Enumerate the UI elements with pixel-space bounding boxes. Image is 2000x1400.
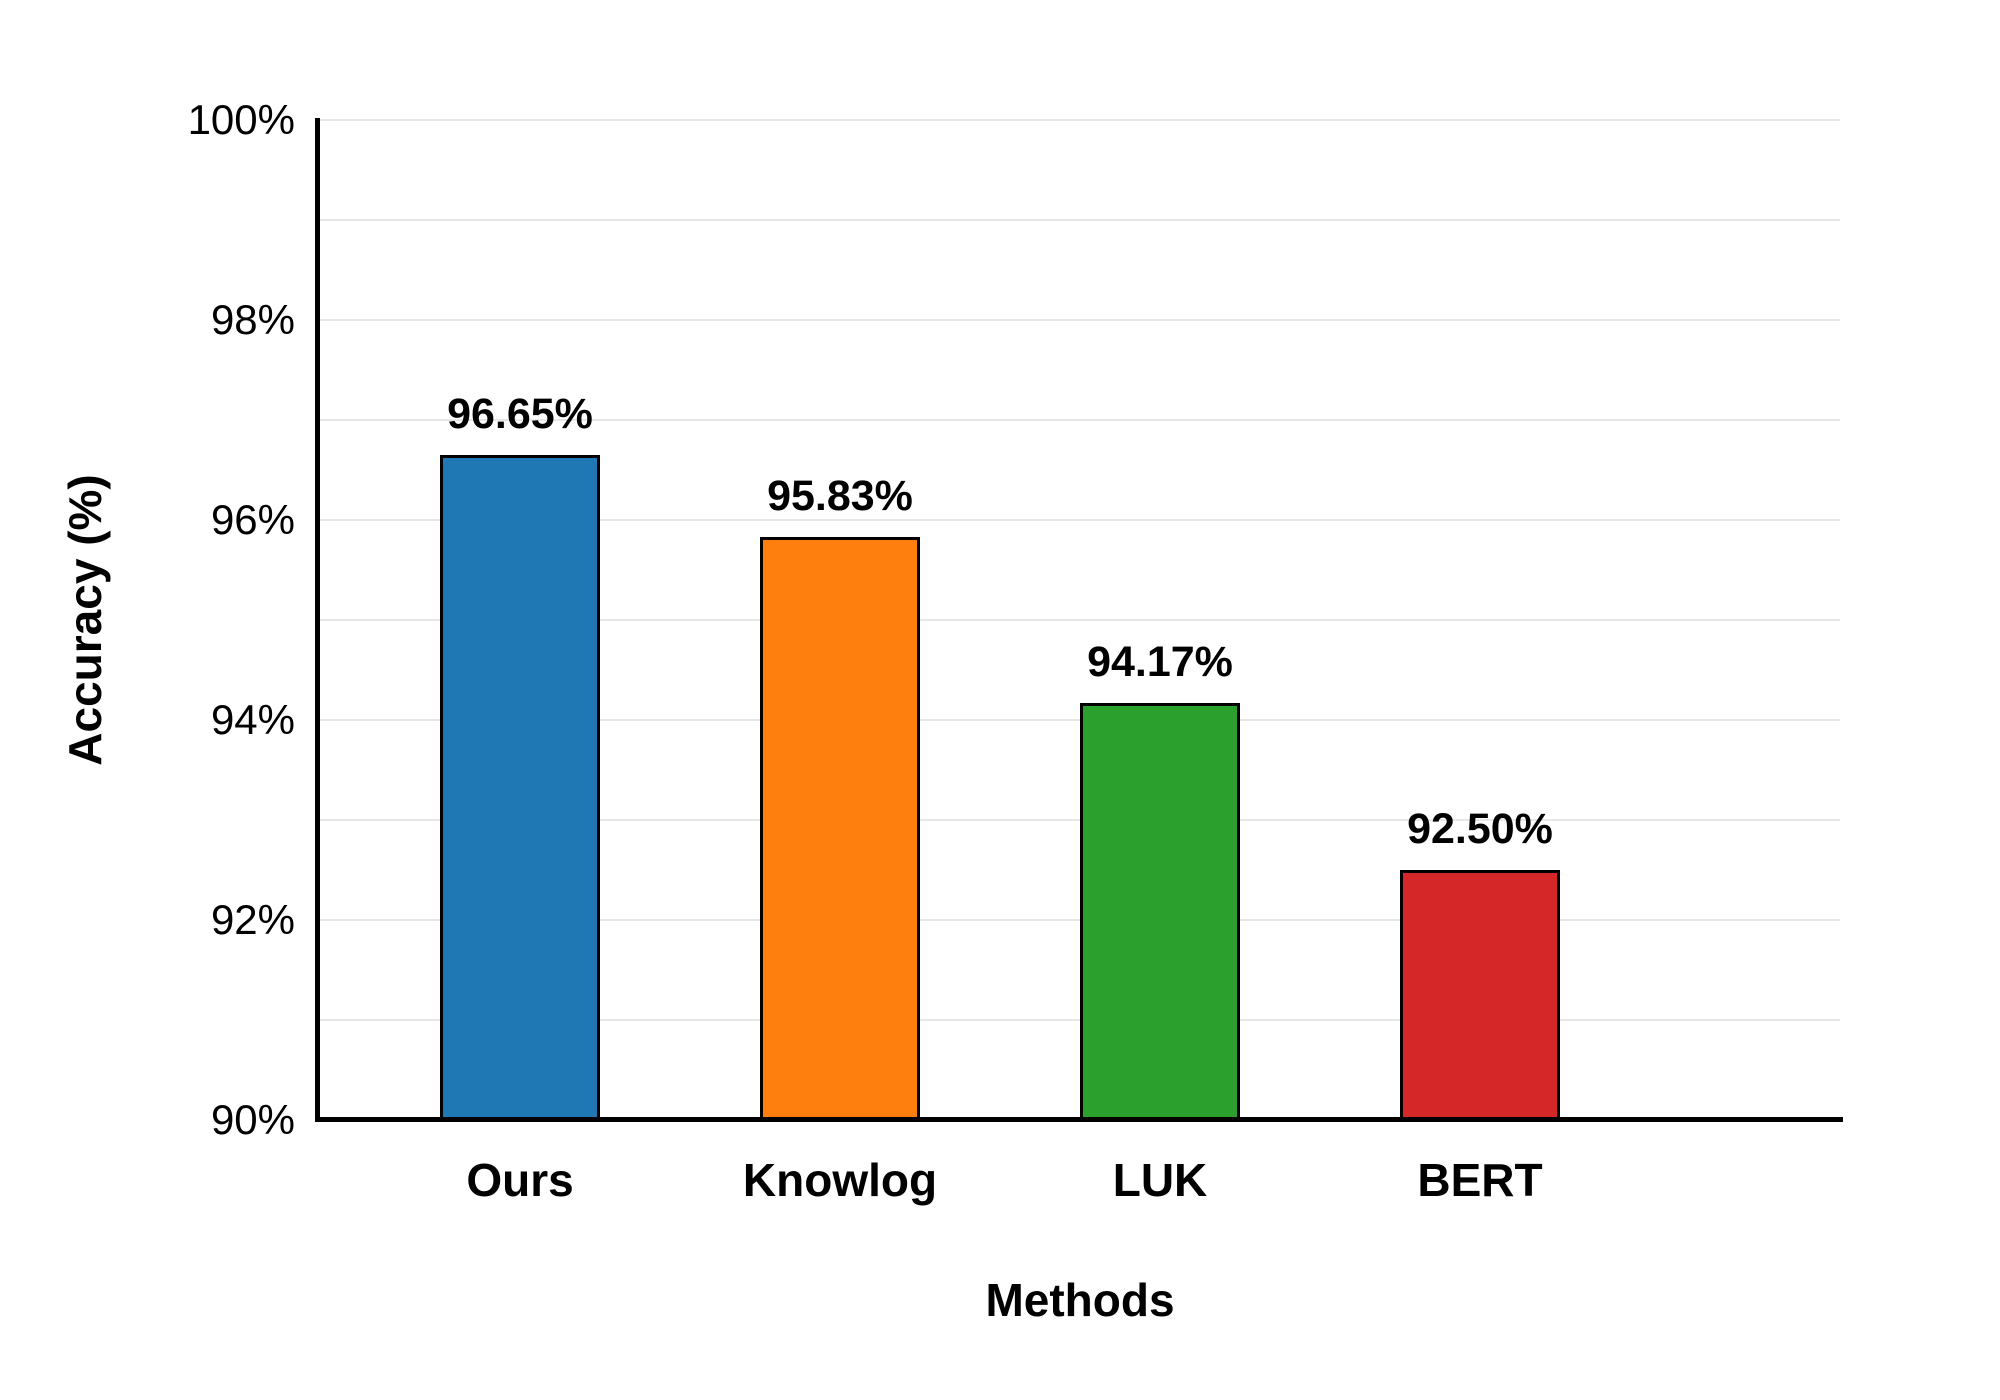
x-axis-line (315, 1117, 1843, 1122)
bar-knowlog (760, 537, 920, 1120)
x-axis-title: Methods (985, 1274, 1175, 1326)
value-label-ours: 96.65% (447, 390, 593, 438)
x-tick-bert: BERT (1417, 1154, 1543, 1206)
bar-luk (1080, 703, 1240, 1120)
y-tick-94: 94% (210, 696, 295, 743)
gridline-95 (320, 619, 1840, 621)
gridline-98 (320, 319, 1840, 321)
bar-ours (440, 455, 600, 1120)
y-tick-96: 96% (210, 496, 295, 543)
y-tick-90: 90% (210, 1096, 295, 1143)
bar-bert (1400, 870, 1560, 1120)
y-tick-92: 92% (210, 896, 295, 943)
y-tick-100: 100% (187, 96, 295, 143)
x-tick-ours: Ours (466, 1154, 574, 1206)
value-label-luk: 94.17% (1087, 638, 1233, 686)
gridline-99 (320, 219, 1840, 221)
gridline-96 (320, 519, 1840, 521)
value-label-knowlog: 95.83% (767, 472, 913, 520)
plot-area: 96.65% 95.83% 94.17% 92.50% (320, 119, 1840, 1120)
x-tick-knowlog: Knowlog (742, 1154, 938, 1206)
value-label-bert: 92.50% (1407, 805, 1553, 853)
gridline-97 (320, 419, 1840, 421)
x-tick-luk: LUK (1112, 1154, 1208, 1206)
gridline-100 (320, 119, 1840, 121)
y-tick-98: 98% (210, 296, 295, 343)
y-axis-line (315, 118, 320, 1122)
